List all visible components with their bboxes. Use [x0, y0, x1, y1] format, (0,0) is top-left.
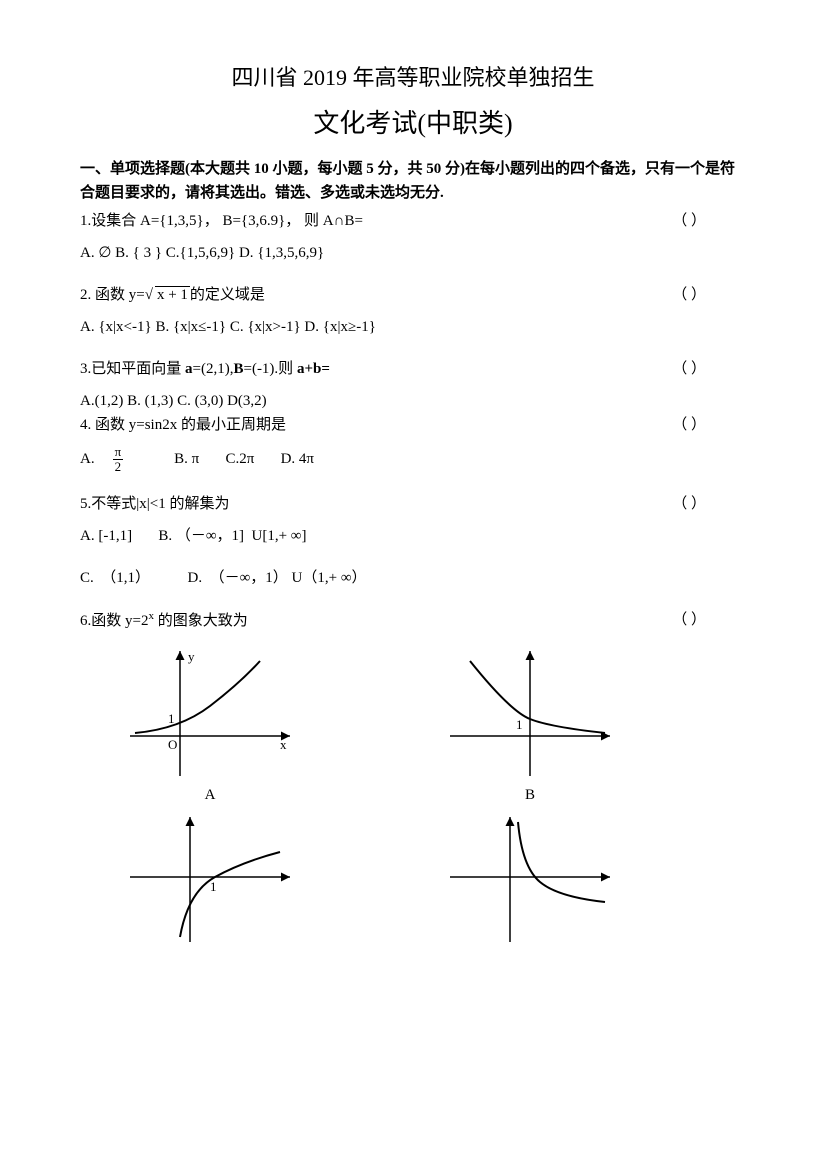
- q6-paren: （ ）: [672, 608, 706, 632]
- q5-text: 5.不等式|x|<1 的解集为: [80, 496, 229, 512]
- q6-post: 的图象大致为: [154, 613, 248, 629]
- page-title-2: 文化考试(中职类): [80, 103, 746, 145]
- q6-text: 6.函数 y=2x 的图象大致为: [80, 613, 248, 629]
- graph-b-intercept: 1: [516, 717, 523, 732]
- graph-a-label: A: [120, 783, 300, 807]
- q2-paren: （ ）: [672, 283, 706, 307]
- q2-text-post: 的定义域是: [190, 287, 265, 303]
- graph-c-x-label: 1: [210, 879, 217, 894]
- q4-text: 4. 函数 y=sin2x 的最小正周期是: [80, 417, 286, 433]
- graphs-row-1: y x O 1 A 1 B: [120, 641, 746, 807]
- q5-options-1: A. [-1,1] B. （－∞，1] U[1,+ ∞]: [80, 524, 746, 548]
- q4-opt-a-pre: A.: [80, 451, 95, 467]
- question-3: 3.已知平面向量 a=(2,1),B=(-1).则 a+b=3.已知平面向量 a…: [80, 357, 746, 381]
- graph-b: 1 B: [440, 641, 620, 807]
- graph-b-label: B: [440, 783, 620, 807]
- sqrt-icon: [145, 287, 153, 303]
- question-1: 1.设集合 A={1,3,5}， B={3,6.9}， 则 A∩B= （ ）: [80, 209, 746, 233]
- graph-d-svg: [440, 807, 620, 947]
- graph-a-origin: O: [168, 737, 177, 752]
- q1-options: A. ∅ B. { 3 } C.{1,5,6,9} D. {1,3,5,6,9}: [80, 241, 746, 265]
- q3-paren: （ ）: [672, 357, 706, 381]
- q4-opt-rest: B. π C.2π D. 4π: [159, 451, 314, 467]
- graph-a: y x O 1 A: [120, 641, 300, 807]
- graph-b-svg: 1: [440, 641, 620, 781]
- graph-a-y-label: y: [188, 649, 195, 664]
- graph-a-x-label: x: [280, 737, 287, 752]
- graph-d: [440, 807, 620, 947]
- q5-paren: （ ）: [672, 492, 706, 516]
- q4-options: A. π2 B. π C.2π D. 4π: [80, 445, 746, 475]
- question-6: 6.函数 y=2x 的图象大致为 （ ）: [80, 608, 746, 633]
- question-5: 5.不等式|x|<1 的解集为 （ ）: [80, 492, 746, 516]
- graph-a-svg: y x O 1: [120, 641, 300, 781]
- q2-sqrt: x + 1: [155, 286, 190, 303]
- fraction-icon: π2: [113, 445, 142, 475]
- q6-pre: 6.函数 y=2: [80, 613, 148, 629]
- q4-frac-num: π: [113, 445, 124, 460]
- q4-frac-den: 2: [113, 460, 124, 474]
- question-2: 2. 函数 y= x + 1的定义域是 （ ）: [80, 283, 746, 307]
- question-4: 4. 函数 y=sin2x 的最小正周期是 （ ）: [80, 413, 746, 437]
- graph-c-svg: 1: [120, 807, 300, 947]
- q3-options: A.(1,2) B. (1,3) C. (3,0) D(3,2): [80, 389, 746, 413]
- q3-text: 3.已知平面向量 a=(2,1),B=(-1).则 a+b=3.已知平面向量 a…: [80, 361, 330, 377]
- q4-paren: （ ）: [672, 413, 706, 437]
- q1-paren: （ ）: [672, 209, 706, 233]
- q1-text: 1.设集合 A={1,3,5}， B={3,6.9}， 则 A∩B=: [80, 213, 363, 229]
- graph-a-intercept: 1: [168, 711, 175, 726]
- q5-options-2: C. （1,1） D. （－∞，1） U（1,+ ∞）: [80, 566, 746, 590]
- q2-options: A. {x|x<-1} B. {x|x≤-1} C. {x|x>-1} D. {…: [80, 315, 746, 339]
- q2-text-pre: 2. 函数 y=: [80, 287, 145, 303]
- page-title-1: 四川省 2019 年高等职业院校单独招生: [80, 60, 746, 95]
- graphs-row-2: 1: [120, 807, 746, 947]
- section-instructions: 一、单项选择题(本大题共 10 小题，每小题 5 分，共 50 分)在每小题列出…: [80, 157, 746, 205]
- graph-c: 1: [120, 807, 300, 947]
